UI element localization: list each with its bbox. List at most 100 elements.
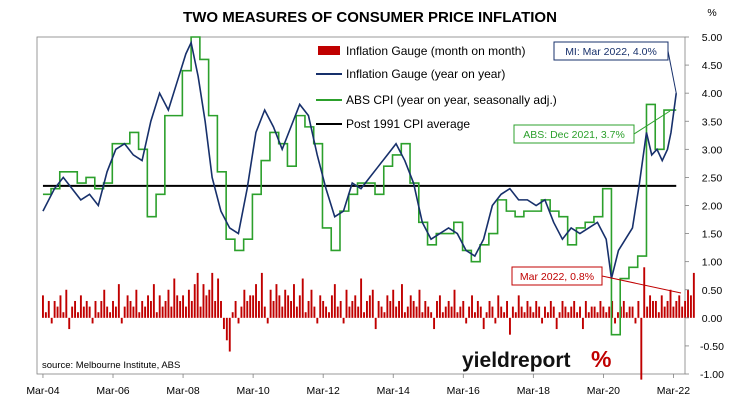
mom-bar xyxy=(605,312,608,318)
mom-bar xyxy=(185,306,187,318)
mom-bar xyxy=(328,312,330,318)
mom-bar xyxy=(126,295,129,318)
y-tick-label: 0.50 xyxy=(702,285,723,297)
mom-bar xyxy=(246,300,249,318)
mom-bar xyxy=(482,317,485,330)
mom-bar xyxy=(293,284,295,318)
mom-bar xyxy=(544,306,546,318)
mom-bar xyxy=(135,289,138,318)
mom-bar xyxy=(82,306,85,318)
mom-bar xyxy=(380,306,383,318)
mom-bar xyxy=(310,289,313,318)
x-axis: Mar-04 Mar-06 Mar-08 Mar-10 Mar-12 Mar-14 Mar-… xyxy=(26,374,690,397)
mom-bar xyxy=(479,306,482,318)
mom-bar xyxy=(363,312,365,318)
mom-bar xyxy=(692,272,695,318)
mom-bar xyxy=(59,295,62,318)
annotation-abs-text: ABS: Dec 2021, 3.7% xyxy=(523,129,625,141)
mom-bar xyxy=(669,289,672,318)
mom-bar xyxy=(316,317,319,324)
mom-bar xyxy=(304,312,307,318)
y-tick-label: 2.00 xyxy=(702,201,723,213)
annotation-mom-text: Mar 2022, 0.8% xyxy=(520,271,594,283)
mom-bar xyxy=(561,300,564,318)
mom-bar xyxy=(176,295,179,318)
mom-bar xyxy=(529,306,532,318)
mom-bar xyxy=(249,295,252,318)
mom-bar xyxy=(564,306,567,318)
mom-bar xyxy=(351,300,354,318)
mom-bar xyxy=(336,306,339,318)
mom-bar xyxy=(342,317,345,324)
mom-bar xyxy=(526,300,529,318)
mom-bar xyxy=(208,289,211,318)
mom-bar xyxy=(398,300,400,318)
mom-bar xyxy=(427,306,430,318)
mom-bar xyxy=(581,317,584,330)
mom-bar xyxy=(590,306,593,318)
mom-bar xyxy=(450,306,453,318)
mom-bar xyxy=(675,300,678,318)
mom-bar xyxy=(88,306,91,318)
mom-bar xyxy=(506,300,508,318)
mom-bar xyxy=(687,289,689,318)
mom-bar xyxy=(652,300,654,318)
mom-bar xyxy=(459,306,462,318)
x-tick-label: Mar-16 xyxy=(447,385,480,397)
mom-bar xyxy=(552,306,555,318)
mom-bar xyxy=(214,300,217,318)
mom-bar xyxy=(325,306,328,318)
mom-bar xyxy=(179,300,182,318)
mom-bar xyxy=(155,312,158,318)
mom-bar xyxy=(663,306,666,318)
mom-bar xyxy=(138,312,141,318)
legend-label-mom: Inflation Gauge (month on month) xyxy=(346,44,525,58)
mom-bar xyxy=(132,306,135,318)
y-tick-label: 0.00 xyxy=(702,313,723,325)
plot-area xyxy=(36,36,686,375)
mom-bars xyxy=(42,267,695,380)
mom-bar xyxy=(272,300,275,318)
mom-bar xyxy=(514,312,517,318)
legend-swatch-mom xyxy=(318,46,340,55)
mom-bar xyxy=(447,300,450,318)
mom-bar xyxy=(602,306,605,318)
mom-bar xyxy=(421,312,424,318)
mom-bar xyxy=(357,306,360,318)
x-tick-label: Mar-20 xyxy=(587,385,620,397)
y-axis: 5.00 4.50 4.00 3.50 3.00 2.50 2.00 1.50 1.00 0.50… xyxy=(685,32,724,381)
chart-title: TWO MEASURES OF CONSUMER PRICE INFLATION xyxy=(183,9,557,26)
x-tick-label: Mar-08 xyxy=(166,385,199,397)
mom-bar xyxy=(488,300,491,318)
mom-bar xyxy=(100,300,103,318)
mom-bar xyxy=(173,278,176,318)
x-tick-label: Mar-14 xyxy=(377,385,410,397)
mom-bar xyxy=(646,306,649,318)
mom-bar xyxy=(377,300,380,318)
mom-bar xyxy=(220,300,222,318)
mom-bar xyxy=(406,306,409,318)
annotation-mi: MI: Mar 2022, 4.0% xyxy=(553,41,677,94)
mom-bar xyxy=(144,306,147,318)
mom-bar xyxy=(681,306,684,318)
mom-bar xyxy=(68,317,71,330)
x-tick-label: Mar-10 xyxy=(236,385,269,397)
mom-bar xyxy=(182,295,185,318)
mom-bar xyxy=(491,306,494,318)
mom-bar xyxy=(573,300,576,318)
mom-bar xyxy=(497,295,500,318)
brand-mark: % xyxy=(591,346,611,372)
mom-bar xyxy=(637,300,640,318)
annotation-mom-leader xyxy=(601,275,682,294)
y-tick-label: 4.50 xyxy=(702,60,723,72)
mom-bar xyxy=(167,289,170,318)
mom-bar xyxy=(643,267,646,318)
source-note: source: Melbourne Institute, ABS xyxy=(42,360,180,371)
mom-bar xyxy=(53,300,56,318)
mom-bar xyxy=(558,312,561,318)
mom-bar xyxy=(42,295,44,318)
annotation-abs-leader xyxy=(633,110,671,135)
mom-bar xyxy=(275,284,278,318)
mom-bar xyxy=(94,300,97,318)
mom-bar xyxy=(91,317,94,324)
